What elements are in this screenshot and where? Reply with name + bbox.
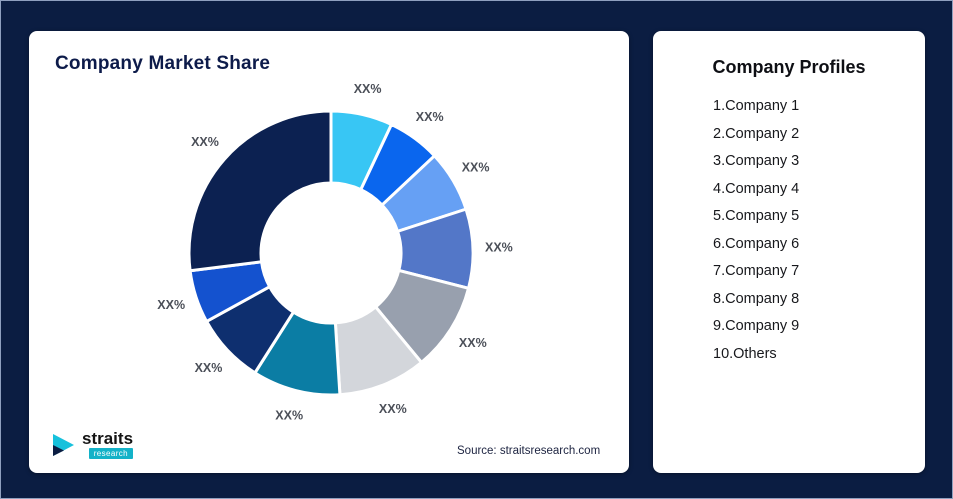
company-list-item: 1.Company 1	[713, 98, 800, 114]
company-list-item: 3.Company 3	[713, 153, 800, 169]
company-list-item: 7.Company 7	[713, 263, 800, 279]
donut-segment-10	[187, 109, 333, 273]
market-share-card: Company Market Share XX% XX% XX% XX% XX% XX% X…	[29, 31, 629, 473]
company-list-item: 10.Others	[713, 345, 777, 362]
company-list-item: 6.Company 6	[713, 235, 800, 252]
segment-value-label: XX%	[379, 402, 407, 416]
chart-title: Company Market Share	[55, 53, 271, 74]
segment-value-label: XX%	[354, 82, 382, 96]
company-list-item: 5.Company 5	[713, 208, 800, 224]
company-list-item: 9.Company 9	[713, 318, 800, 334]
segment-value-label: XX%	[191, 135, 219, 149]
donut-chart: XX% XX% XX% XX% XX% XX% XX% XX% XX% XX%	[157, 82, 513, 423]
logo-text: straits research	[82, 429, 134, 459]
segment-value-label: XX%	[275, 409, 303, 423]
segment-value-label: XX%	[416, 110, 444, 124]
segment-value-label: XX%	[459, 336, 487, 350]
logo-name: straits	[82, 429, 134, 448]
company-list-item: 2.Company 2	[713, 125, 800, 142]
source-attribution: Source: straitsresearch.com	[457, 445, 601, 457]
company-list-item: 4.Company 4	[713, 180, 800, 197]
company-list-item: 8.Company 8	[713, 290, 800, 307]
segment-value-label: XX%	[157, 298, 185, 312]
company-profiles-card: Company Profiles 1.Company 1 2.Company 2 3…	[653, 31, 925, 473]
logo-arrow-icon	[53, 434, 74, 456]
logo-subtitle: research	[88, 448, 134, 459]
segment-value-label: XX%	[462, 161, 490, 175]
straits-research-logo: straits research	[51, 429, 134, 459]
company-list: 1.Company 1 2.Company 2 3.Company 3 4.Compa…	[653, 98, 925, 362]
profiles-title: Company Profiles	[712, 57, 866, 77]
segment-value-label: XX%	[485, 241, 513, 255]
segment-value-label: XX%	[195, 361, 223, 375]
